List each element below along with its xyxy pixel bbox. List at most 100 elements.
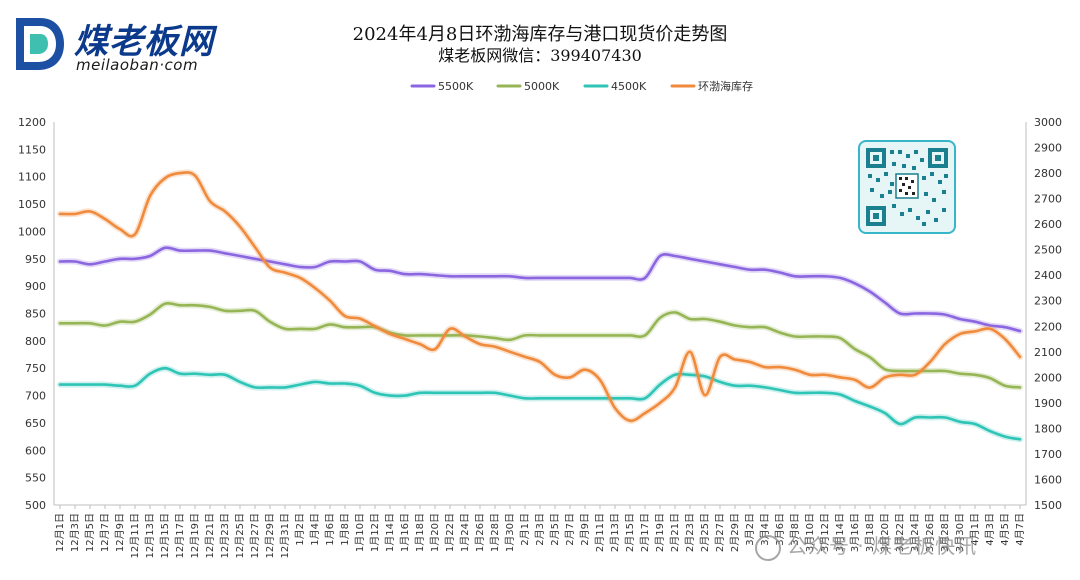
x-tick-label: 12月5日 (84, 513, 96, 552)
data-point-stock (494, 345, 496, 348)
data-point-stock (989, 328, 991, 330)
data-point-s5000 (539, 334, 541, 337)
data-point-s5500 (164, 247, 166, 249)
x-tick-label: 1月4日 (309, 513, 321, 546)
watermark-text: 公众号 · 煤老板快讯 (787, 534, 978, 558)
data-point-s5000 (644, 334, 646, 337)
data-point-s4500 (779, 389, 781, 391)
x-tick-label: 12月11日 (129, 513, 141, 558)
data-point-s4500 (149, 372, 151, 375)
data-point-stock (794, 368, 796, 371)
data-point-stock (524, 356, 526, 358)
x-tick-label: 2月23日 (684, 513, 696, 552)
x-tick-label: 1月28日 (489, 513, 501, 552)
x-tick-label: 2月17日 (639, 513, 651, 552)
data-point-s5000 (944, 370, 946, 372)
data-point-s5000 (224, 309, 226, 312)
data-point-stock (539, 361, 541, 363)
data-point-s4500 (884, 412, 886, 414)
data-point-s5000 (254, 309, 256, 312)
data-point-stock (719, 356, 721, 358)
data-point-s5500 (509, 275, 511, 278)
data-point-s5000 (509, 338, 511, 341)
x-tick-label: 1月10日 (354, 513, 366, 552)
x-tick-label: 12月13日 (144, 513, 156, 558)
left-tick-label: 1050 (18, 198, 46, 211)
data-point-s5000 (89, 322, 91, 325)
x-tick-label: 2月21日 (669, 513, 681, 552)
data-point-s5500 (539, 277, 541, 279)
left-tick-label: 1200 (18, 116, 46, 129)
x-tick-label: 3月14日 (834, 513, 846, 552)
data-point-s5000 (749, 326, 751, 328)
data-point-s5500 (1004, 326, 1006, 328)
data-point-stock (689, 351, 691, 353)
data-point-s4500 (359, 384, 361, 387)
data-point-s5000 (104, 324, 106, 327)
data-point-s5000 (854, 348, 856, 350)
left-tick-label: 900 (25, 280, 46, 293)
right-tick-label: 1600 (1034, 473, 1062, 486)
left-tick-label: 800 (25, 335, 46, 348)
data-point-stock (149, 195, 151, 197)
data-point-s5500 (224, 252, 226, 255)
data-point-s5000 (134, 320, 136, 323)
data-point-s5000 (524, 334, 526, 337)
qr-code-icon (858, 140, 956, 234)
data-point-s5500 (554, 277, 556, 279)
data-point-stock (239, 225, 241, 228)
data-point-s5500 (644, 277, 646, 279)
data-point-stock (959, 333, 961, 335)
right-tick-label: 1700 (1034, 448, 1062, 461)
data-point-stock (584, 368, 586, 371)
data-point-s5500 (89, 263, 91, 266)
data-point-s4500 (254, 386, 256, 389)
data-point-stock (704, 394, 706, 397)
data-point-stock (824, 373, 826, 376)
x-tick-label: 3月6日 (774, 513, 786, 546)
data-point-s5000 (314, 328, 316, 330)
data-point-stock (644, 412, 646, 414)
x-tick-label: 4月1日 (969, 513, 981, 546)
chart-title: 2024年4月8日环渤海库存与港口现货价走势图 (352, 24, 728, 45)
data-point-s4500 (389, 394, 391, 397)
data-point-s5500 (959, 318, 961, 320)
data-point-s5500 (794, 275, 796, 278)
data-point-s4500 (689, 373, 691, 376)
data-point-s5500 (149, 255, 151, 257)
data-point-s5500 (419, 273, 421, 275)
data-point-s4500 (209, 373, 211, 376)
data-point-s4500 (59, 383, 61, 386)
data-point-s5500 (134, 257, 136, 260)
x-tick-label: 3月24日 (909, 513, 921, 552)
x-tick-label: 12月1日 (54, 513, 66, 552)
data-point-s4500 (89, 383, 91, 386)
right-tick-label: 2900 (1034, 142, 1062, 155)
right-tick-label: 3000 (1034, 116, 1062, 129)
data-point-stock (104, 218, 106, 220)
x-tick-label: 12月21日 (204, 513, 216, 558)
data-point-s5000 (299, 328, 301, 330)
data-point-s5500 (629, 277, 631, 279)
data-point-s4500 (629, 397, 631, 400)
x-tick-label: 12月19日 (189, 513, 201, 558)
right-tick-label: 2200 (1034, 320, 1062, 333)
data-point-stock (869, 386, 871, 389)
x-tick-label: 2月25日 (699, 513, 711, 552)
right-tick-label: 2100 (1034, 346, 1062, 359)
data-point-s5000 (959, 372, 961, 375)
x-tick-label: 12月17日 (174, 513, 186, 558)
x-tick-label: 3月20日 (879, 513, 891, 552)
data-point-stock (839, 376, 841, 379)
data-point-s5500 (884, 301, 886, 304)
x-tick-label: 1月6日 (324, 513, 336, 546)
data-point-s5500 (674, 255, 676, 257)
data-point-s4500 (704, 375, 706, 378)
right-tick-label: 2700 (1034, 193, 1062, 206)
data-point-s5000 (179, 304, 181, 307)
data-point-stock (929, 361, 931, 363)
data-point-s5000 (824, 335, 826, 338)
data-point-s5000 (149, 313, 151, 316)
x-tick-label: 2月7日 (564, 513, 576, 546)
data-point-stock (974, 330, 976, 333)
